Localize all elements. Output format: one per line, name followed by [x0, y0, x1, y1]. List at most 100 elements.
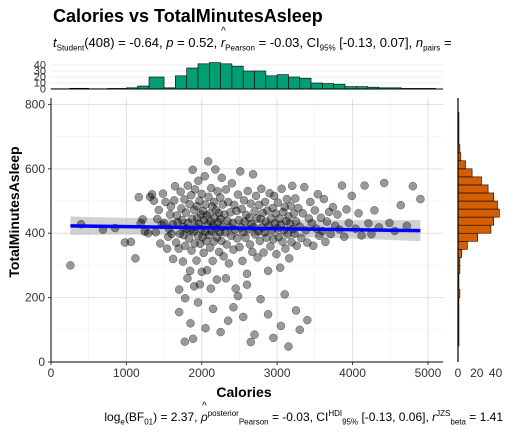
scatter-point	[219, 252, 228, 261]
scatter-point	[309, 241, 318, 251]
scatter-point	[287, 181, 297, 191]
scatter-point	[253, 253, 262, 262]
scatter-point	[178, 257, 188, 266]
scatter-point	[188, 334, 198, 344]
scatter-point	[370, 206, 379, 215]
scatter-point	[201, 200, 210, 209]
scatter-point	[153, 214, 162, 224]
scatter-point	[260, 197, 270, 207]
scatter-point	[211, 205, 221, 215]
scatter-point	[120, 238, 130, 247]
scatter-point	[174, 285, 184, 294]
hist-top-tick-label: 0	[40, 84, 46, 96]
regression-line	[70, 224, 421, 233]
scatter-point	[292, 241, 302, 251]
scatter-point	[167, 229, 176, 239]
hist-top-tick-label: 40	[34, 60, 46, 72]
scatter-point	[215, 193, 225, 202]
scatter-point	[245, 213, 254, 223]
scatter-point	[326, 229, 335, 239]
scatter-point	[250, 207, 259, 216]
scatter-point	[202, 265, 212, 275]
scatter-point	[333, 210, 342, 219]
scatter-point	[268, 203, 277, 213]
scatter-point	[185, 199, 194, 209]
scatter-point	[209, 197, 219, 207]
scatter-point	[242, 280, 252, 289]
scatter-point	[180, 195, 189, 204]
hist-top-bar	[333, 83, 346, 90]
hist-right-bar	[457, 224, 492, 234]
hist-top-bar	[231, 65, 244, 90]
scatter-point	[126, 237, 136, 247]
hist-right-bar	[457, 240, 468, 250]
hist-right-bar	[457, 176, 482, 186]
scatter-point	[181, 208, 191, 217]
scatter-point	[269, 333, 278, 343]
scatter-point	[269, 235, 278, 244]
scatter-point	[289, 209, 298, 218]
scatter-point	[162, 244, 172, 253]
scatter-point	[298, 209, 308, 218]
scatter-point	[297, 233, 306, 243]
data-points	[66, 157, 425, 351]
scatter-point	[282, 194, 292, 204]
y-tick-label: 800	[25, 97, 45, 111]
scatter-point	[307, 218, 317, 228]
scatter-point	[272, 249, 281, 259]
scatter-point	[239, 196, 249, 205]
scatter-point	[197, 267, 207, 277]
scatter-point	[408, 181, 418, 191]
hist-right-tick-label: 20	[470, 366, 484, 380]
scatter-point	[357, 231, 366, 240]
scatter-point	[194, 176, 203, 185]
scatter-point	[280, 290, 289, 299]
scatter-point	[273, 198, 283, 207]
scatter-point	[304, 214, 314, 223]
scatter-point	[192, 256, 201, 265]
hist-top-tick-label: 20	[34, 72, 46, 84]
scatter-point	[205, 243, 215, 252]
scatter-point	[295, 325, 305, 335]
scatter-point	[379, 178, 389, 188]
scatter-point	[183, 274, 192, 283]
scatter-point	[214, 247, 224, 257]
scatter-point	[190, 185, 200, 194]
hist-top-bar	[276, 74, 289, 90]
scatter-point	[277, 184, 286, 194]
x-tick-label: 2000	[188, 366, 215, 380]
hist-top-bar	[242, 70, 255, 90]
scatter-point	[321, 237, 330, 247]
scatter-point	[170, 181, 180, 191]
scatter-point	[208, 256, 217, 266]
scatter-point	[263, 310, 273, 319]
scatter-point	[261, 217, 271, 226]
scatter-point	[284, 342, 293, 351]
scatter-point	[188, 165, 197, 175]
scatter-point	[337, 181, 347, 190]
hist-top-bar	[186, 67, 199, 90]
chart-title: Calories vs TotalMinutesAsleep	[53, 6, 323, 26]
scatter-point	[248, 247, 257, 257]
scatter-point	[284, 212, 293, 221]
scatter-point	[290, 194, 300, 203]
scatter-point	[248, 170, 258, 179]
hist-right-bar	[457, 160, 466, 170]
scatter-point	[416, 194, 425, 204]
scatter-point	[322, 217, 332, 226]
hist-right-tick-label: 40	[489, 366, 503, 380]
hist-right-bar	[457, 232, 479, 242]
hist-top-bar	[265, 75, 278, 90]
x-tick-label: 5000	[415, 366, 442, 380]
scatter-point	[342, 205, 351, 214]
scatter-point	[278, 237, 287, 246]
scatter-point	[256, 294, 265, 304]
scatter-point	[195, 196, 204, 205]
chart-caption: loge(BF01) = 2.37, ρposteriorPearson = -…	[104, 401, 503, 426]
hist-right-bar	[457, 208, 500, 218]
scatter-point	[243, 186, 253, 196]
x-axis-title: Calories	[216, 384, 271, 400]
hist-top-bar	[197, 63, 210, 90]
hist-top-bar	[310, 82, 323, 90]
